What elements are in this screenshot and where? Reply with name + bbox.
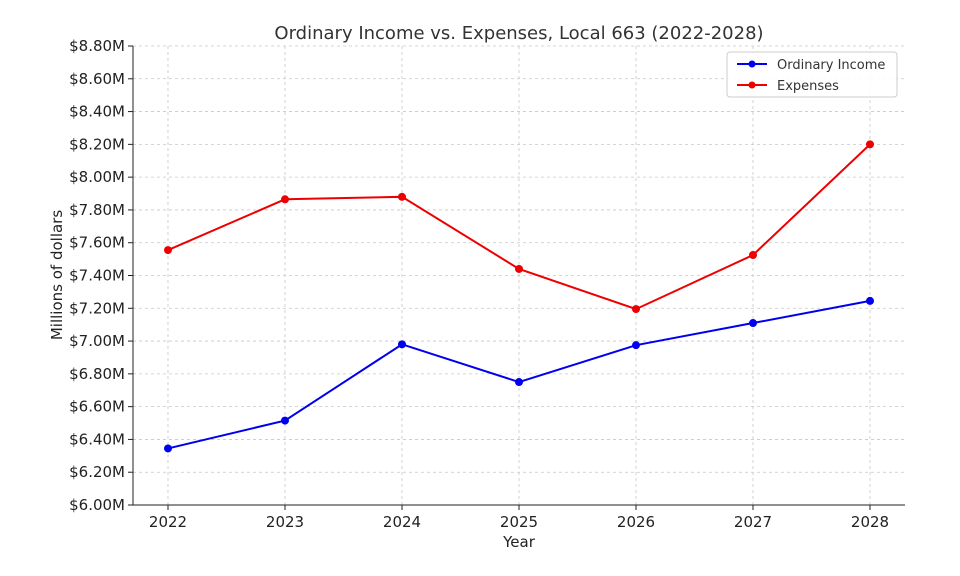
x-tick-label: 2027 bbox=[734, 513, 772, 531]
axes: $6.00M $6.20M $6.40M $6.60M $6.80M $7.00M $7.2… bbox=[69, 37, 905, 531]
x-tick-label: 2023 bbox=[266, 513, 304, 531]
y-tick-label: $6.20M bbox=[69, 463, 125, 481]
ordinary-income-point bbox=[164, 444, 172, 453]
y-tick-label: $8.00M bbox=[69, 168, 125, 186]
x-axis-label: Year bbox=[502, 533, 536, 551]
legend-expenses-marker bbox=[748, 81, 756, 89]
y-tick-label: $7.60M bbox=[69, 234, 125, 252]
y-tick-label: $6.00M bbox=[69, 496, 125, 514]
x-tick-label: 2022 bbox=[149, 513, 187, 531]
legend-ordinary-income-marker bbox=[748, 60, 756, 68]
x-tick-label: 2025 bbox=[500, 513, 538, 531]
series-group bbox=[164, 140, 874, 453]
y-tick-label: $8.80M bbox=[69, 37, 125, 55]
ordinary-income-point bbox=[866, 296, 874, 305]
y-tick-label: $7.20M bbox=[69, 299, 125, 317]
y-axis-label: Millions of dollars bbox=[48, 210, 66, 340]
y-tick-label: $8.40M bbox=[69, 103, 125, 121]
y-tick-label: $8.60M bbox=[69, 70, 125, 88]
y-tick-label: $7.00M bbox=[69, 332, 125, 350]
expenses-point bbox=[632, 305, 640, 314]
ordinary-income-point bbox=[398, 340, 406, 349]
legend-expenses-label: Expenses bbox=[777, 79, 839, 94]
y-tick-label: $7.80M bbox=[69, 201, 125, 219]
ordinary-income-point bbox=[749, 319, 757, 328]
ordinary-income-point bbox=[281, 416, 289, 425]
x-tick-label: 2024 bbox=[383, 513, 421, 531]
legend-box bbox=[726, 51, 898, 98]
x-tick-label: 2026 bbox=[617, 513, 655, 531]
ordinary-income-point bbox=[632, 341, 640, 350]
expenses-point bbox=[749, 251, 757, 260]
legend-ordinary-income-label: Ordinary Income bbox=[777, 58, 885, 73]
x-tick-label: 2028 bbox=[851, 513, 889, 531]
chart-title: Ordinary Income vs. Expenses, Local 663 … bbox=[274, 23, 763, 44]
expenses-point bbox=[281, 195, 289, 204]
y-tick-label: $6.60M bbox=[69, 398, 125, 416]
y-tick-label: $6.40M bbox=[69, 430, 125, 448]
grid bbox=[133, 45, 905, 506]
y-tick-label: $8.20M bbox=[69, 135, 125, 153]
y-tick-label: $6.80M bbox=[69, 365, 125, 383]
expenses-point bbox=[164, 246, 172, 255]
ordinary-income-point bbox=[515, 378, 523, 387]
legend: Ordinary Income Expenses bbox=[726, 51, 898, 98]
expenses-point bbox=[866, 140, 874, 149]
expenses-point bbox=[515, 264, 523, 273]
y-tick-label: $7.40M bbox=[69, 267, 125, 285]
expenses-point bbox=[398, 192, 406, 201]
